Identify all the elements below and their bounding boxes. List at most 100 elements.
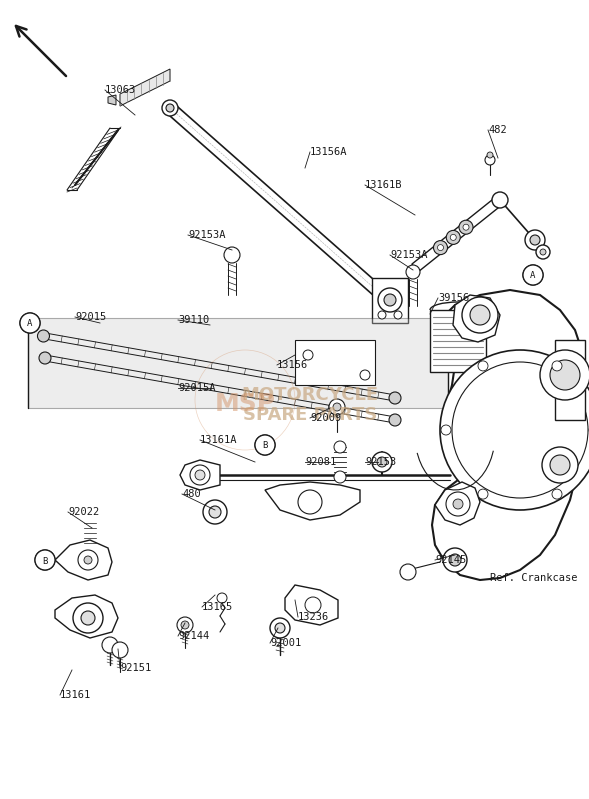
Circle shape — [550, 360, 580, 390]
Text: 92081: 92081 — [305, 457, 336, 467]
Text: MOTORCYCLE: MOTORCYCLE — [241, 386, 379, 404]
Circle shape — [181, 621, 189, 629]
Polygon shape — [55, 540, 112, 580]
Text: A: A — [530, 274, 536, 284]
Text: SPARE PARTS: SPARE PARTS — [243, 406, 377, 424]
Text: 92153: 92153 — [365, 457, 396, 467]
Text: 13161A: 13161A — [200, 435, 237, 445]
Text: 92144: 92144 — [178, 631, 209, 641]
Polygon shape — [108, 95, 116, 105]
Circle shape — [389, 414, 401, 426]
Circle shape — [494, 194, 506, 206]
Bar — [430, 310, 486, 372]
Text: MSP: MSP — [214, 392, 276, 416]
Circle shape — [81, 611, 95, 625]
Circle shape — [540, 249, 546, 255]
Circle shape — [446, 230, 460, 244]
Circle shape — [334, 441, 346, 453]
Circle shape — [255, 435, 275, 455]
Circle shape — [492, 192, 508, 208]
Circle shape — [39, 352, 51, 364]
Text: A: A — [27, 320, 32, 328]
Text: B: B — [42, 556, 48, 566]
Circle shape — [453, 499, 463, 509]
Polygon shape — [166, 104, 394, 307]
Circle shape — [360, 370, 370, 380]
Circle shape — [463, 225, 469, 230]
Circle shape — [450, 234, 456, 240]
Text: 92015A: 92015A — [178, 383, 216, 393]
Circle shape — [406, 265, 420, 279]
Text: B: B — [42, 559, 48, 569]
Circle shape — [102, 637, 118, 653]
Circle shape — [443, 548, 467, 572]
Circle shape — [275, 623, 285, 633]
Text: 13161B: 13161B — [365, 180, 402, 190]
Circle shape — [166, 104, 174, 112]
Circle shape — [224, 247, 240, 263]
Circle shape — [255, 435, 275, 455]
Circle shape — [400, 564, 416, 580]
Text: 92009: 92009 — [310, 413, 341, 423]
Circle shape — [305, 597, 321, 613]
Bar — [555, 340, 585, 420]
Circle shape — [217, 593, 227, 603]
Circle shape — [452, 362, 588, 498]
Text: 92001: 92001 — [270, 638, 301, 648]
Circle shape — [536, 245, 550, 259]
Circle shape — [378, 288, 402, 312]
Circle shape — [434, 240, 448, 255]
Text: Ref. Crankcase: Ref. Crankcase — [490, 573, 577, 583]
Circle shape — [487, 152, 493, 158]
Circle shape — [478, 361, 488, 371]
Circle shape — [384, 294, 396, 306]
Circle shape — [190, 465, 210, 485]
Circle shape — [394, 311, 402, 319]
Circle shape — [438, 244, 444, 251]
Text: A: A — [530, 272, 535, 280]
Circle shape — [84, 556, 92, 564]
Text: 13063: 13063 — [105, 85, 136, 95]
Circle shape — [552, 361, 562, 371]
Text: 13156A: 13156A — [310, 147, 348, 157]
Circle shape — [389, 392, 401, 404]
Text: 92015: 92015 — [75, 312, 106, 322]
Circle shape — [73, 603, 103, 633]
Text: 92022: 92022 — [68, 507, 100, 517]
Circle shape — [38, 330, 49, 342]
Circle shape — [542, 447, 578, 483]
Circle shape — [112, 642, 128, 658]
Circle shape — [162, 100, 178, 116]
Text: B: B — [262, 444, 268, 454]
Circle shape — [449, 554, 461, 566]
Circle shape — [334, 471, 346, 483]
Circle shape — [446, 492, 470, 516]
Polygon shape — [435, 482, 480, 525]
Polygon shape — [180, 460, 220, 490]
Polygon shape — [412, 196, 503, 272]
Text: 13156: 13156 — [277, 360, 308, 370]
Polygon shape — [55, 595, 118, 638]
Polygon shape — [120, 69, 170, 106]
Polygon shape — [265, 482, 360, 520]
Circle shape — [20, 313, 40, 333]
Text: 480: 480 — [182, 489, 201, 499]
Text: 39110: 39110 — [178, 315, 209, 325]
Text: 13165: 13165 — [202, 602, 233, 612]
Text: B: B — [262, 442, 267, 451]
Circle shape — [298, 490, 322, 514]
Circle shape — [525, 230, 545, 250]
Circle shape — [540, 350, 589, 400]
Text: 92153A: 92153A — [390, 250, 428, 260]
Circle shape — [459, 221, 473, 234]
Circle shape — [523, 265, 543, 285]
Bar — [295, 340, 375, 385]
Circle shape — [333, 403, 341, 411]
Circle shape — [177, 617, 193, 633]
Circle shape — [462, 297, 498, 333]
Circle shape — [378, 311, 386, 319]
Text: 13161: 13161 — [60, 690, 91, 700]
Circle shape — [329, 399, 345, 415]
Text: 39156: 39156 — [438, 293, 469, 303]
Text: 482: 482 — [488, 125, 507, 135]
